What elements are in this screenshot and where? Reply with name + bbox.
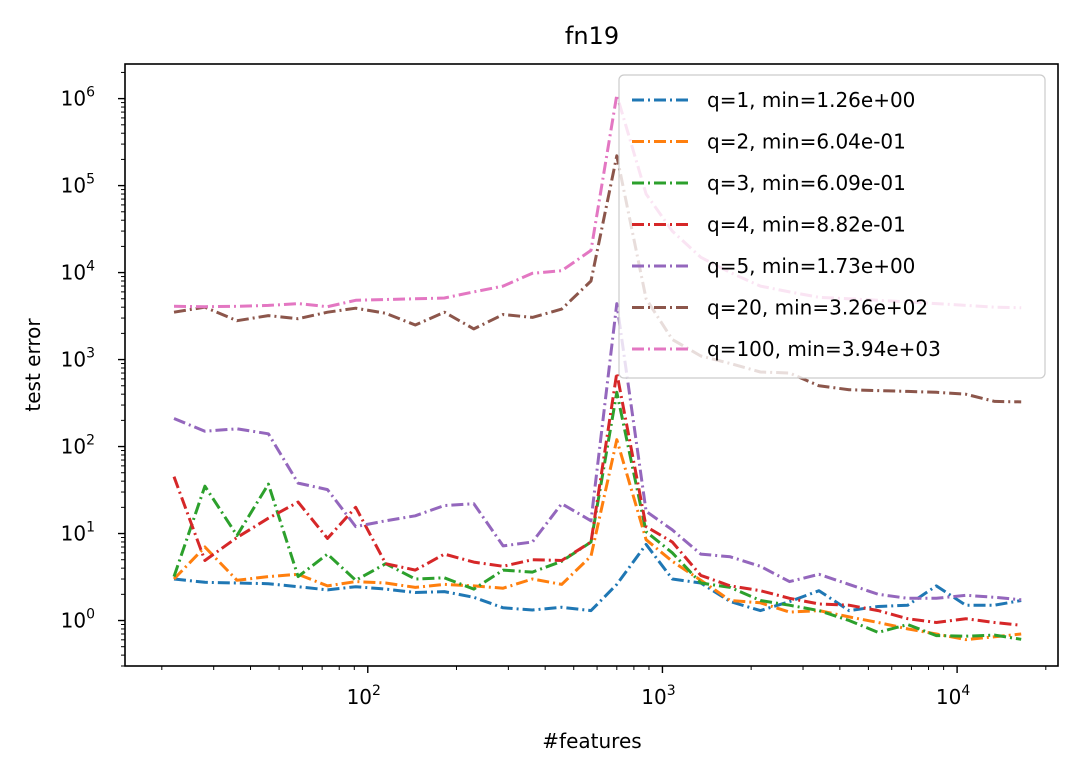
x-tick-label: 104	[936, 683, 970, 709]
series-line-4	[172, 371, 1022, 627]
y-tick-label: 106	[61, 85, 95, 111]
series-line-1	[173, 542, 1022, 613]
legend-box	[618, 74, 1046, 379]
y-tick-label: 100	[61, 607, 95, 633]
y-tick-label: 101	[61, 520, 95, 546]
legend-entry-7: q=100, min=3.94e+03	[707, 337, 941, 361]
x-tick-label: 103	[641, 683, 675, 709]
y-tick-label: 105	[61, 172, 95, 198]
x-tick-label: 102	[347, 683, 381, 709]
legend-entry-5: q=5, min=1.73e+00	[707, 254, 915, 278]
legend-entry-3: q=3, min=6.09e-01	[707, 171, 906, 195]
legend-entry-4: q=4, min=8.82e-01	[707, 213, 906, 237]
axes-frame	[124, 63, 1059, 667]
series-line-5	[173, 302, 1022, 602]
y-tick-label: 102	[61, 433, 95, 459]
legend-entry-1: q=1, min=1.26e+00	[707, 88, 915, 112]
legend: q=1, min=1.26e+00 q=2, min=6.04e-01 q=3, m…	[618, 74, 1046, 379]
series-line-2	[172, 438, 1022, 642]
y-tick-label: 103	[61, 346, 95, 372]
legend-entry-2: q=2, min=6.04e-01	[707, 130, 906, 154]
y-axis-label: test error	[21, 318, 45, 412]
chart-title: fn19	[565, 22, 619, 50]
x-axis-label: #features	[542, 729, 641, 753]
y-tick-label: 104	[61, 259, 95, 285]
series-line-6	[173, 154, 1022, 404]
legend-entry-6: q=20, min=3.26e+02	[707, 296, 928, 320]
series-line-3	[172, 390, 1022, 641]
